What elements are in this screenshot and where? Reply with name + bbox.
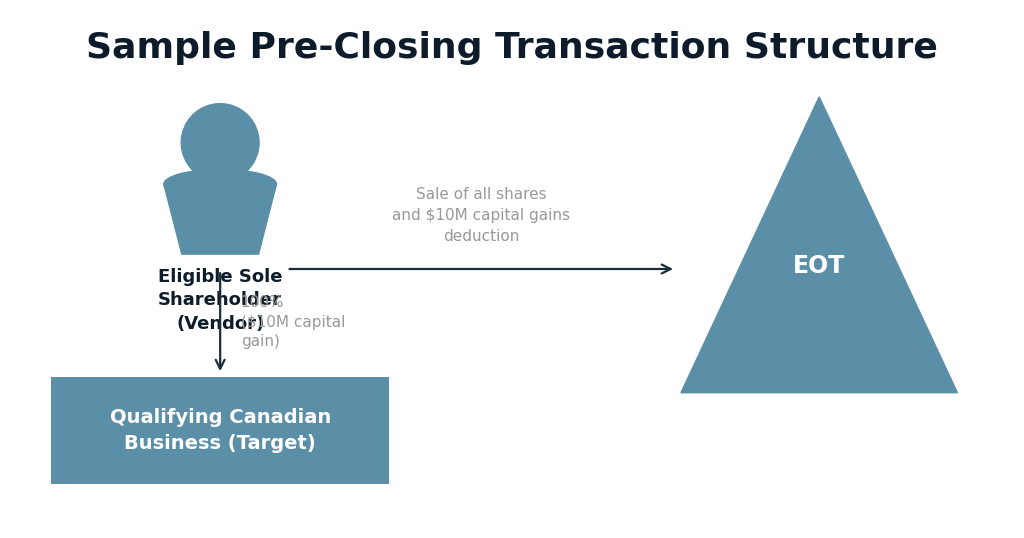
FancyBboxPatch shape: [51, 377, 389, 484]
Text: Qualifying Canadian
Business (Target): Qualifying Canadian Business (Target): [110, 408, 331, 453]
Ellipse shape: [181, 104, 259, 181]
Text: Sample Pre-Closing Transaction Structure: Sample Pre-Closing Transaction Structure: [86, 31, 938, 66]
Text: Eligible Sole
Shareholder
(Vendor): Eligible Sole Shareholder (Vendor): [158, 267, 283, 333]
Text: Sale of all shares
and $10M capital gains
deduction: Sale of all shares and $10M capital gain…: [392, 187, 570, 244]
Text: 100%
($10M capital
gain): 100% ($10M capital gain): [241, 295, 345, 349]
Polygon shape: [681, 97, 957, 393]
Text: EOT: EOT: [793, 254, 846, 278]
Ellipse shape: [164, 169, 276, 199]
Polygon shape: [164, 184, 276, 254]
